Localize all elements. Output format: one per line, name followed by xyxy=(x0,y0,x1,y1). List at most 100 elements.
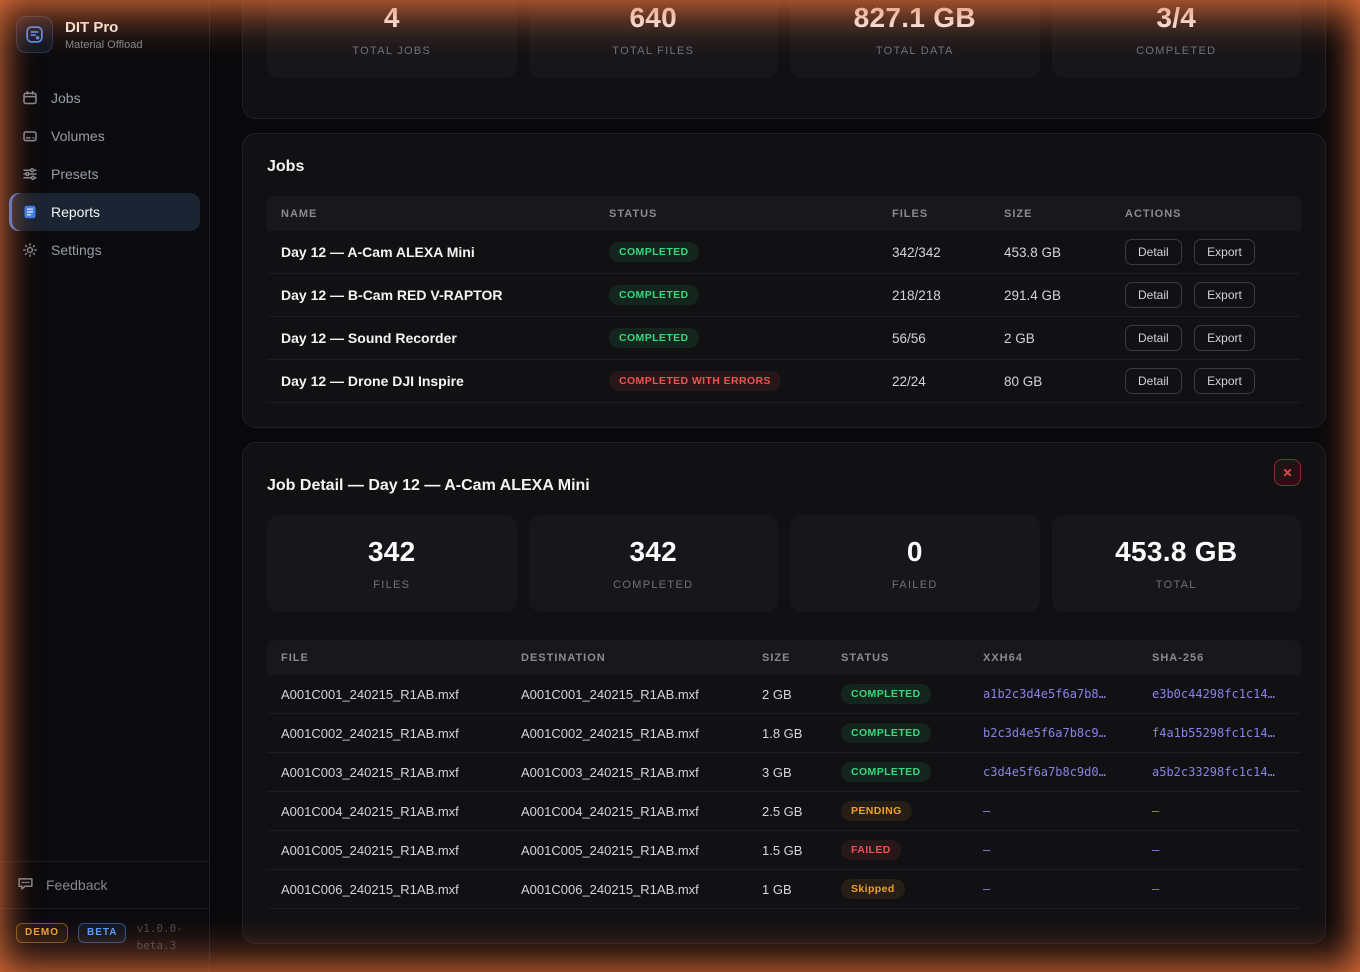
table-row: A001C002_240215_R1AB.mxf A001C002_240215… xyxy=(267,714,1301,753)
sidebar-item-presets[interactable]: Presets xyxy=(9,155,200,193)
stat-value: 453.8 GB xyxy=(1115,536,1238,567)
status-badge: Skipped xyxy=(841,878,905,900)
table-row: Day 12 — A-Cam ALEXA Mini COMPLETED 342/… xyxy=(267,231,1301,274)
file-size: 1.5 GB xyxy=(762,842,803,858)
stat-label: TOTAL FILES xyxy=(612,45,695,57)
stat-value: 342 xyxy=(367,536,416,567)
column-header-sha256: SHA-256 xyxy=(1152,651,1205,664)
table-row: A001C001_240215_R1AB.mxf A001C001_240215… xyxy=(267,675,1301,714)
table-row: A001C003_240215_R1AB.mxf A001C003_240215… xyxy=(267,753,1301,792)
jobs-panel-title: Jobs xyxy=(267,158,305,175)
file-size: 2.5 GB xyxy=(762,803,803,819)
status-badge: COMPLETED xyxy=(609,284,699,306)
job-files: 342/342 xyxy=(892,244,941,260)
sha256-hash: a5b2c33298fc1c14… xyxy=(1152,765,1275,779)
file-name: A001C001_240215_R1AB.mxf xyxy=(281,686,459,702)
column-header-size: SIZE xyxy=(762,651,791,664)
xxh64-hash: b2c3d4e5f6a7b8c9… xyxy=(983,726,1106,740)
file-destination: A001C002_240215_R1AB.mxf xyxy=(521,725,699,741)
sidebar: DIT Pro Material Offload Jobs Volume xyxy=(0,0,210,972)
job-detail-header: Job Detail — Day 12 — A-Cam ALEXA Mini ✕ xyxy=(267,459,1301,495)
job-files: 56/56 xyxy=(892,330,926,346)
export-button[interactable]: Export xyxy=(1194,282,1255,308)
job-name: Day 12 — Sound Recorder xyxy=(281,330,457,346)
sidebar-spacer xyxy=(0,269,209,861)
job-size: 453.8 GB xyxy=(1004,244,1062,260)
column-header-file: FILE xyxy=(281,651,309,664)
status-badge: COMPLETED WITH ERRORS xyxy=(609,370,781,392)
job-name: Day 12 — B-Cam RED V-RAPTOR xyxy=(281,287,503,303)
presets-icon xyxy=(22,166,38,182)
table-row: Day 12 — Drone DJI Inspire COMPLETED WIT… xyxy=(267,360,1301,403)
sha256-hash: – xyxy=(1152,882,1160,896)
xxh64-hash: – xyxy=(983,804,991,818)
feedback-label: Feedback xyxy=(46,877,108,893)
status-badge: COMPLETED xyxy=(841,761,931,783)
sidebar-item-reports[interactable]: Reports xyxy=(9,193,200,231)
sidebar-nav: Jobs Volumes Presets xyxy=(0,71,209,269)
table-row: A001C004_240215_R1AB.mxf A001C004_240215… xyxy=(267,792,1301,831)
export-button[interactable]: Export xyxy=(1194,368,1255,394)
job-size: 291.4 GB xyxy=(1004,287,1062,303)
export-button[interactable]: Export xyxy=(1194,239,1255,265)
job-detail-cards: 342 FILES 342 COMPLETED 0 FAILED 453.8 G… xyxy=(267,515,1301,612)
table-row: A001C006_240215_R1AB.mxf A001C006_240215… xyxy=(267,870,1301,909)
xxh64-hash: c3d4e5f6a7b8c9d0… xyxy=(983,765,1106,779)
file-name: A001C002_240215_R1AB.mxf xyxy=(281,725,459,741)
sidebar-item-label: Reports xyxy=(51,204,101,220)
table-row: Day 12 — B-Cam RED V-RAPTOR COMPLETED 21… xyxy=(267,274,1301,317)
job-size: 80 GB xyxy=(1004,373,1043,389)
stat-value: 0 xyxy=(906,536,923,567)
export-button[interactable]: Export xyxy=(1194,325,1255,351)
version-label: v1.0.0-beta.3 xyxy=(136,922,183,952)
feedback-button[interactable]: Feedback xyxy=(0,861,209,908)
file-destination: A001C001_240215_R1AB.mxf xyxy=(521,686,699,702)
close-icon: ✕ xyxy=(1282,465,1293,480)
job-files: 22/24 xyxy=(892,373,926,389)
app-brand: DIT Pro Material Offload xyxy=(0,0,209,71)
status-badge: COMPLETED xyxy=(609,327,699,349)
xxh64-hash: – xyxy=(983,882,991,896)
stat-label: FAILED xyxy=(891,579,938,591)
column-header-destination: DESTINATION xyxy=(521,651,606,664)
job-files: 218/218 xyxy=(892,287,941,303)
job-detail-panel: Job Detail — Day 12 — A-Cam ALEXA Mini ✕… xyxy=(242,442,1326,944)
sidebar-item-volumes[interactable]: Volumes xyxy=(9,117,200,155)
file-size: 1 GB xyxy=(762,881,792,897)
beta-badge: BETA xyxy=(78,923,127,943)
main-content: 4 TOTAL JOBS 640 TOTAL FILES 827.1 GB TO… xyxy=(242,0,1326,958)
column-header-status: STATUS xyxy=(841,651,890,664)
status-badge: COMPLETED xyxy=(841,683,931,705)
detail-button[interactable]: Detail xyxy=(1125,368,1182,394)
volumes-icon xyxy=(22,128,38,144)
detail-button[interactable]: Detail xyxy=(1125,282,1182,308)
close-button[interactable]: ✕ xyxy=(1274,459,1301,486)
stat-card-total: 453.8 GB TOTAL xyxy=(1051,515,1301,612)
summary-panel: 4 TOTAL JOBS 640 TOTAL FILES 827.1 GB TO… xyxy=(242,0,1326,119)
job-name: Day 12 — Drone DJI Inspire xyxy=(281,373,464,389)
file-name: A001C003_240215_R1AB.mxf xyxy=(281,764,459,780)
stat-label: TOTAL xyxy=(1155,579,1197,591)
file-size: 1.8 GB xyxy=(762,725,803,741)
sidebar-footer: DEMO BETA v1.0.0-beta.3 xyxy=(0,908,209,972)
sidebar-item-settings[interactable]: Settings xyxy=(9,231,200,269)
column-header-status: STATUS xyxy=(609,207,658,220)
summary-cards: 4 TOTAL JOBS 640 TOTAL FILES 827.1 GB TO… xyxy=(267,0,1301,78)
stat-card-total-data: 827.1 GB TOTAL DATA xyxy=(790,0,1040,78)
jobs-panel: Jobs NAME STATUS FILES SIZE ACTIONS Day … xyxy=(242,133,1326,428)
stat-value: 4 xyxy=(383,2,400,33)
stat-card-total-files: 640 TOTAL FILES xyxy=(528,0,778,78)
sidebar-item-jobs[interactable]: Jobs xyxy=(9,79,200,117)
app-title: DIT Pro xyxy=(65,18,119,36)
sha256-hash: – xyxy=(1152,804,1160,818)
detail-button[interactable]: Detail xyxy=(1125,325,1182,351)
sidebar-item-label: Settings xyxy=(51,242,102,258)
column-header-actions: ACTIONS xyxy=(1125,207,1182,220)
detail-button[interactable]: Detail xyxy=(1125,239,1182,265)
stat-label: TOTAL DATA xyxy=(875,45,954,57)
stat-label: FILES xyxy=(373,579,411,591)
file-destination: A001C004_240215_R1AB.mxf xyxy=(521,803,699,819)
file-destination: A001C003_240215_R1AB.mxf xyxy=(521,764,699,780)
stat-card-files: 342 FILES xyxy=(267,515,517,612)
column-header-size: SIZE xyxy=(1004,207,1033,220)
